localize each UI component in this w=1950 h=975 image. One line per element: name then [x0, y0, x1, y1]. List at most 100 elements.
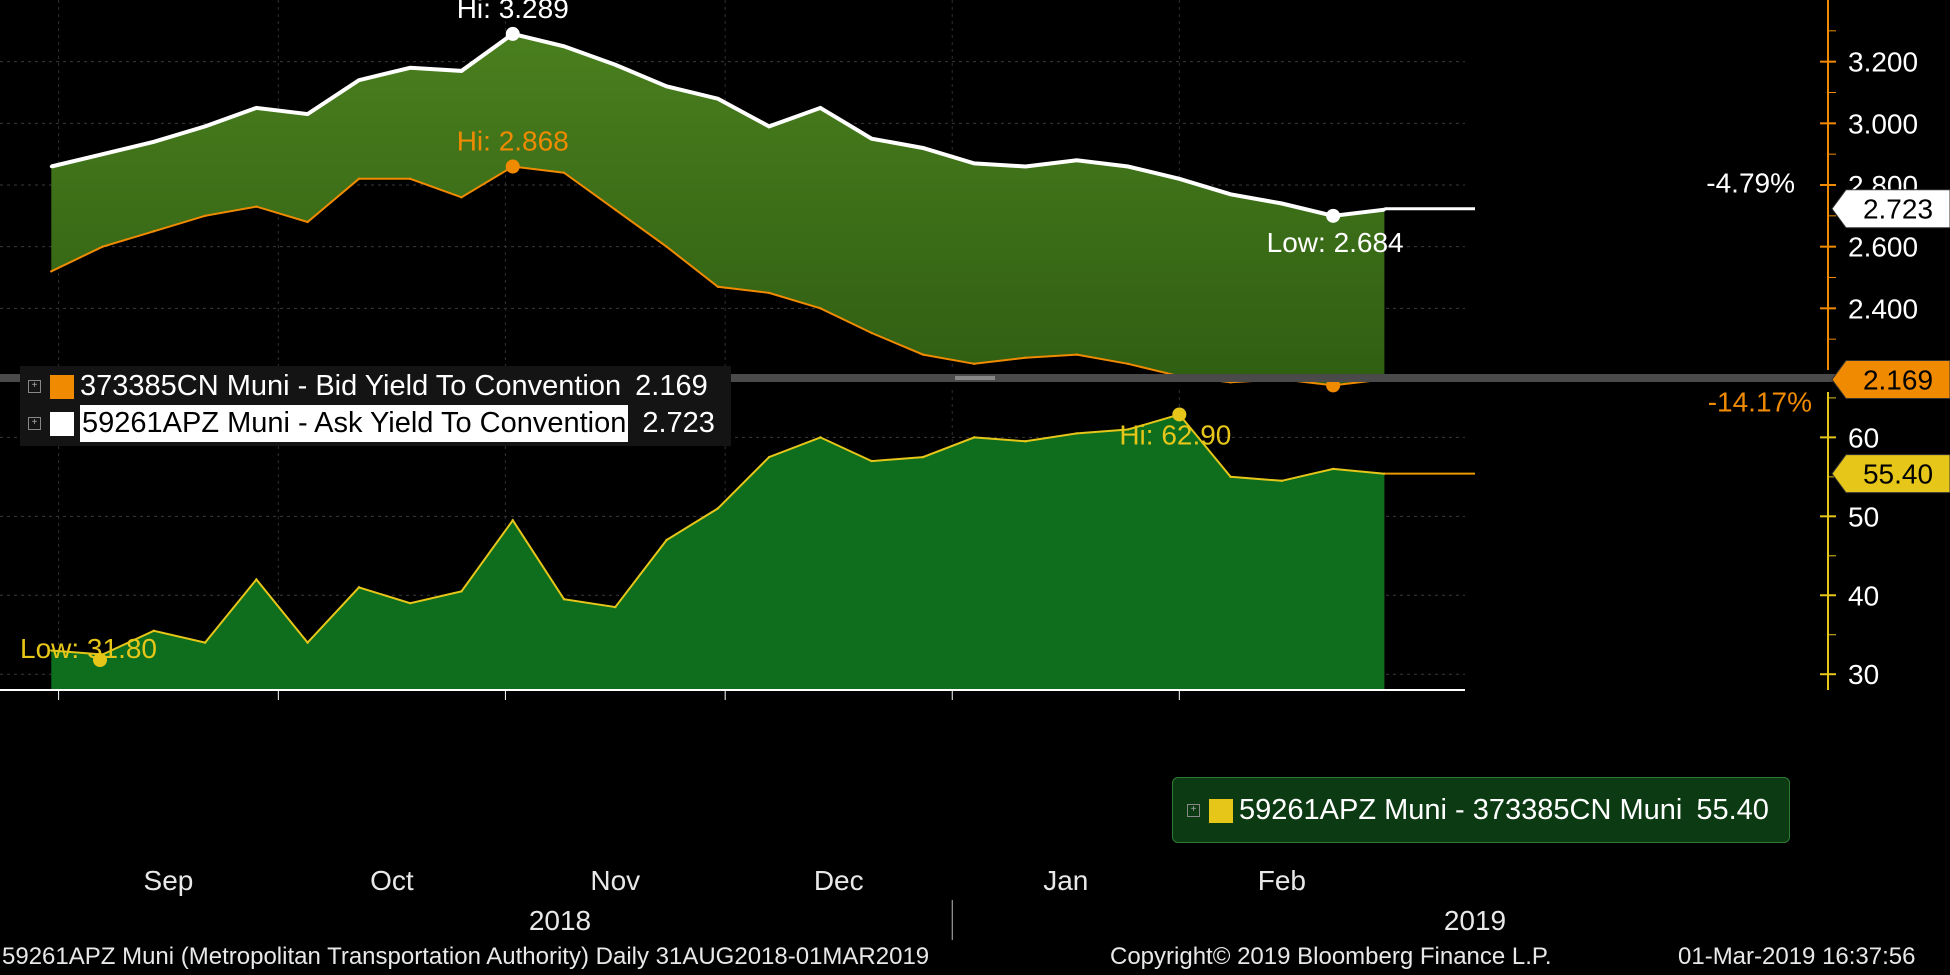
y-tick-label: 2.600 [1848, 232, 1918, 263]
data-point-ask [306, 112, 310, 116]
data-point-spread [921, 455, 925, 459]
data-point-ask [818, 106, 822, 110]
data-point-bid [357, 177, 361, 181]
data-point-spread [306, 641, 309, 644]
last-tag-ask-text: 2.723 [1863, 194, 1933, 225]
data-point-ask [1229, 192, 1233, 196]
x-tick-label: Dec [814, 865, 864, 896]
hi-label-bid: Hi: 2.868 [457, 126, 569, 157]
data-point-spread [1229, 475, 1232, 479]
hi-label-ask: Hi: 3.289 [457, 0, 569, 24]
data-point-ask [562, 44, 566, 48]
legend-row-spread[interactable]: + 59261APZ Muni - 373385CN Muni 55.40 [1187, 792, 1779, 829]
bottom-legend[interactable]: + 59261APZ Muni - 373385CN Muni 55.40 [1172, 777, 1790, 843]
x-tick-label: Sep [144, 865, 194, 896]
data-point-bid [50, 270, 53, 273]
data-point-spread [152, 629, 156, 632]
legend-row-bid[interactable]: + 373385CN Muni - Bid Yield To Conventio… [28, 368, 715, 405]
y-tick-label: 40 [1848, 580, 1879, 611]
data-point-spread [614, 605, 617, 609]
data-point-ask [459, 69, 463, 73]
data-point-bid [1024, 356, 1027, 359]
footer-timestamp: 01-Mar-2019 16:37:56 [1678, 943, 1916, 970]
change-label-bid: -14.17% [1708, 387, 1812, 418]
expand-icon[interactable]: + [1187, 804, 1200, 817]
x-tick-label: Nov [590, 865, 640, 896]
top-legend[interactable]: + 373385CN Muni - Bid Yield To Conventio… [20, 366, 731, 446]
y-tick-label: 2.400 [1848, 293, 1918, 324]
low-marker-spread [93, 653, 107, 667]
change-label-ask: -4.79% [1706, 168, 1795, 199]
year-label-2018: 2018 [529, 905, 591, 936]
data-point-ask [101, 152, 105, 156]
footer-copyright: Copyright© 2019 Bloomberg Finance L.P. [1110, 943, 1552, 970]
data-point-bid [1075, 353, 1078, 356]
y-tick-label: 30 [1848, 659, 1879, 690]
expand-icon[interactable]: + [28, 380, 41, 393]
data-point-bid [716, 285, 720, 288]
data-point-ask [716, 97, 720, 101]
data-point-ask [613, 63, 617, 67]
data-point-spread [1126, 428, 1130, 431]
data-point-ask [665, 84, 669, 88]
data-point-ask [152, 140, 156, 144]
legend-row-ask[interactable]: + 59261APZ Muni - Ask Yield To Conventio… [28, 405, 715, 442]
data-point-spread [819, 436, 822, 439]
data-point-bid [870, 331, 873, 335]
last-tag-bid-text: 2.169 [1863, 365, 1933, 396]
data-point-bid [921, 353, 925, 356]
data-point-spread [357, 586, 361, 589]
hi-marker-bid [505, 159, 520, 174]
hi-marker-spread [1172, 407, 1187, 422]
data-point-spread [409, 601, 412, 605]
data-point-spread [767, 455, 771, 459]
data-point-bid [665, 245, 668, 248]
y-tick-label: 3.000 [1848, 108, 1918, 139]
last-tag-spread [1831, 454, 1950, 494]
low-label-spread: Low: 31.80 [20, 633, 157, 664]
data-point-spread [50, 649, 53, 652]
data-point-spread [1075, 432, 1078, 435]
spread-swatch [1209, 798, 1233, 823]
expand-icon[interactable]: + [28, 417, 41, 430]
data-point-spread [1331, 467, 1335, 471]
last-tag-ask [1831, 189, 1950, 229]
data-point-ask [1024, 165, 1027, 168]
x-tick-label: Oct [370, 865, 414, 896]
data-point-spread [1024, 440, 1027, 443]
data-point-bid [306, 220, 309, 224]
data-point-spread [562, 598, 566, 601]
legend-label-ask: 59261APZ Muni - Ask Yield To Convention [80, 405, 629, 442]
bid-swatch [50, 374, 74, 399]
data-point-ask [870, 137, 874, 141]
data-point-ask [1177, 177, 1181, 181]
data-point-spread [203, 641, 207, 644]
data-point-spread [716, 507, 720, 510]
legend-value-ask: 2.723 [642, 407, 715, 439]
data-point-spread [460, 590, 463, 593]
data-point-ask [357, 78, 361, 82]
data-point-bid [255, 205, 258, 208]
data-point-ask [254, 106, 258, 110]
data-point-bid [101, 245, 104, 248]
data-point-ask [972, 161, 976, 165]
x-tick-label: Feb [1258, 865, 1306, 896]
ask-swatch [50, 411, 74, 436]
data-point-ask [921, 146, 925, 150]
data-point-spread [973, 436, 976, 439]
data-point-ask [408, 66, 412, 70]
data-point-bid [973, 362, 976, 366]
y-tick-label: 3.200 [1848, 47, 1918, 78]
legend-label-bid: 373385CN Muni - Bid Yield To Convention [80, 370, 622, 402]
x-tick-label: Jan [1043, 865, 1088, 896]
data-point-spread [1280, 479, 1284, 482]
data-point-bid [562, 171, 566, 174]
spread-area [51, 414, 1385, 690]
data-point-spread [870, 459, 873, 463]
year-label-2019: 2019 [1444, 905, 1506, 936]
data-point-bid [460, 196, 463, 199]
last-tag-spread-text: 55.40 [1863, 459, 1933, 490]
data-point-ask [1126, 165, 1130, 168]
data-point-bid [203, 214, 207, 218]
